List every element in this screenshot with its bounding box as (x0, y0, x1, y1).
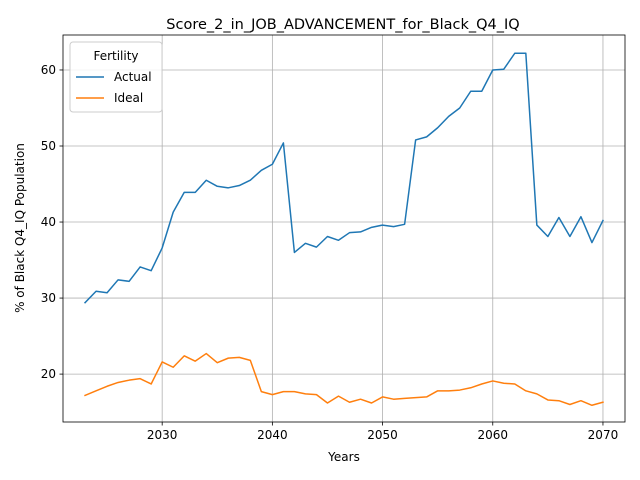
y-tick-label: 30 (41, 291, 56, 305)
x-tick-label: 2060 (477, 428, 508, 442)
x-tick-label: 2040 (257, 428, 288, 442)
plot-frame (62, 34, 626, 423)
y-tick-label: 20 (41, 367, 56, 381)
x-tick-label: 2070 (588, 428, 619, 442)
y-axis-label: % of Black Q4_IQ Population (13, 143, 27, 313)
y-tick-label: 50 (41, 139, 56, 153)
series-line-ideal (84, 352, 604, 407)
chart-title: Score_2_in_JOB_ADVANCEMENT_for_Black_Q4_… (166, 17, 519, 33)
x-tick-label: 2050 (367, 428, 398, 442)
y-tick-label: 60 (41, 63, 56, 77)
legend: Fertility Actual Ideal (69, 41, 163, 113)
x-axis-label: Years (327, 450, 360, 464)
x-tick-label: 2030 (147, 428, 178, 442)
series-lines (83, 52, 604, 407)
legend-label-ideal: Ideal (114, 91, 143, 105)
series-line-actual (83, 52, 604, 304)
legend-label-actual: Actual (114, 70, 152, 84)
legend-title: Fertility (93, 49, 138, 63)
y-tick-label: 40 (41, 215, 56, 229)
legend-box (69, 41, 163, 113)
grid-lines (63, 35, 625, 422)
